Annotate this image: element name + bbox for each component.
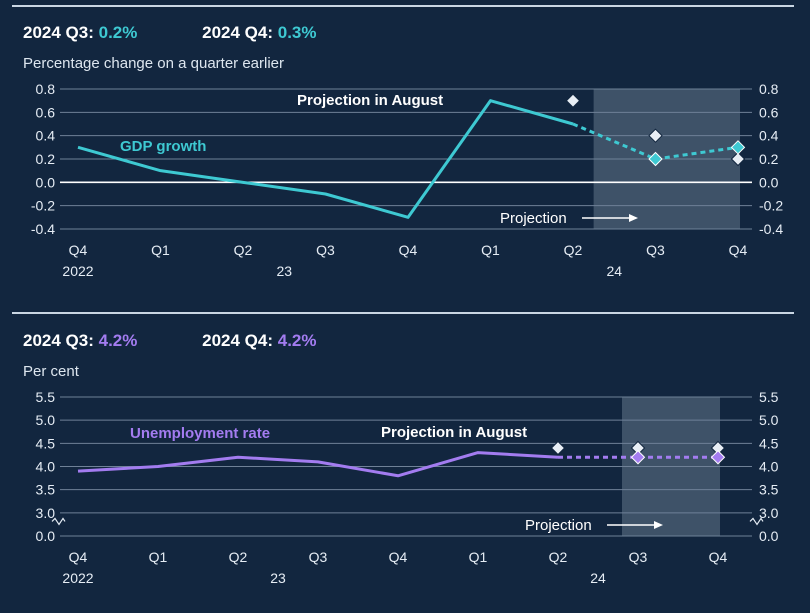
y-tick-label-right: 0.6 [759, 104, 779, 120]
x-tick-label: Q1 [149, 549, 168, 565]
august-projection-label: Projection in August [381, 424, 527, 441]
series-line-projection [572, 122, 739, 161]
y-tick-label-right: 0.0 [759, 174, 779, 190]
x-tick-label: Q4 [399, 242, 418, 258]
x-tick-label: Q2 [234, 242, 253, 258]
august-projection-label: Projection in August [297, 92, 443, 109]
projection-arrow-icon [629, 214, 638, 222]
y-tick-label-left: 5.0 [36, 412, 56, 428]
y-tick-label-right: 0.0 [759, 528, 779, 544]
year-label: 23 [276, 263, 292, 279]
year-label: 24 [590, 570, 606, 586]
projection-marker [730, 140, 746, 155]
series-label: GDP growth [120, 138, 206, 155]
x-tick-label: Q3 [316, 242, 335, 258]
y-tick-label-left: 3.0 [36, 505, 56, 521]
axis-break-icon [51, 517, 66, 526]
y-tick-label-left: 0.2 [36, 151, 56, 167]
y-tick-label-right: 3.5 [759, 482, 779, 498]
x-tick-label: Q1 [481, 242, 500, 258]
x-tick-label: Q4 [69, 549, 88, 565]
y-tick-label-left: -0.4 [31, 221, 55, 237]
middle-rule [12, 312, 794, 314]
year-label: 24 [606, 263, 622, 279]
august-projection-marker [550, 440, 566, 456]
x-tick-label: Q1 [151, 242, 170, 258]
gdp-q4-value: 0.3% [277, 23, 317, 42]
gdp-headline: 2024 Q3: 0.2% 2024 Q4: 0.3% [23, 23, 376, 43]
y-tick-label-right: 5.5 [759, 389, 779, 405]
series-label: Unemployment rate [130, 425, 270, 442]
unemployment-subtitle: Per cent [23, 363, 79, 380]
august-projection-marker [565, 93, 581, 108]
y-tick-label-left: 5.5 [36, 389, 56, 405]
unemployment-q4-value: 4.2% [277, 331, 317, 350]
series-line-actual [77, 451, 559, 478]
x-tick-label: Q2 [564, 242, 583, 258]
x-tick-label: Q4 [389, 549, 408, 565]
unemployment-headline: 2024 Q3: 4.2% 2024 Q4: 4.2% [23, 331, 376, 351]
x-tick-label: Q4 [709, 549, 728, 565]
x-tick-label: Q2 [229, 549, 248, 565]
gdp-q4-label: 2024 Q4: [202, 23, 273, 42]
year-label: 2022 [62, 263, 93, 279]
y-tick-label-right: 0.4 [759, 128, 779, 144]
projection-marker [630, 450, 646, 465]
axis-break-icon [749, 517, 764, 526]
x-tick-label: Q3 [309, 549, 328, 565]
august-projection-marker [648, 128, 663, 143]
x-tick-label: Q4 [69, 242, 88, 258]
projection-label: Projection [525, 517, 592, 534]
unemployment-q3-label: 2024 Q3: [23, 331, 94, 350]
y-tick-label-left: -0.2 [31, 198, 55, 214]
x-tick-label: Q1 [469, 549, 488, 565]
projection-marker [710, 450, 726, 465]
unemployment-q4-label: 2024 Q4: [202, 331, 273, 350]
y-tick-label-right: 4.0 [759, 459, 779, 475]
projection-arrow-icon [654, 521, 663, 529]
y-tick-label-right: -0.4 [759, 221, 783, 237]
gdp-q3-label: 2024 Q3: [23, 23, 94, 42]
y-tick-label-left: 3.5 [36, 482, 56, 498]
y-tick-label-right: 0.2 [759, 151, 779, 167]
y-tick-label-left: 0.4 [36, 128, 56, 144]
y-tick-label-right: 5.0 [759, 412, 779, 428]
y-tick-label-left: 0.8 [36, 81, 56, 97]
x-tick-label: Q3 [646, 242, 665, 258]
projection-label: Projection [500, 210, 567, 227]
x-tick-label: Q3 [629, 549, 648, 565]
gdp-subtitle: Percentage change on a quarter earlier [23, 55, 285, 72]
y-tick-label-left: 0.6 [36, 104, 56, 120]
y-tick-label-right: 0.8 [759, 81, 779, 97]
year-label: 2022 [62, 570, 93, 586]
y-tick-label-left: 4.0 [36, 459, 56, 475]
series-line-actual [77, 99, 574, 219]
gdp-q3-value: 0.2% [98, 23, 138, 42]
august-projection-marker [730, 151, 746, 167]
top-rule [12, 5, 794, 7]
y-tick-label-right: 4.5 [759, 435, 779, 451]
x-tick-label: Q2 [549, 549, 568, 565]
gdp-chart: 0.8 0.8 0.6 0.6 0.4 0.4 0.2 0.2 0.0 0.0 -0.2 -0.2 -0… [31, 81, 783, 279]
y-tick-label-left: 4.5 [36, 435, 56, 451]
unemployment-q3-value: 4.2% [98, 331, 138, 350]
y-tick-label-left: 0.0 [36, 528, 56, 544]
year-label: 23 [270, 570, 286, 586]
y-tick-label-right: 3.0 [759, 505, 779, 521]
y-tick-label-left: 0.0 [36, 174, 56, 190]
projection-marker [648, 151, 663, 167]
y-tick-label-right: -0.2 [759, 198, 783, 214]
x-tick-label: Q4 [729, 242, 748, 258]
